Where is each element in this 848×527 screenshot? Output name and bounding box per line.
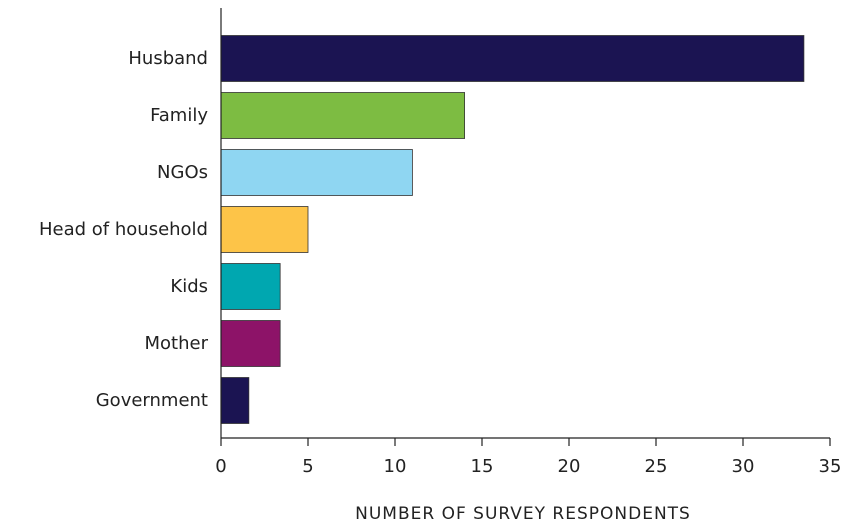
bar-family: [220, 92, 466, 139]
x-axis-title: NUMBER OF SURVEY RESPONDENTS: [355, 504, 691, 524]
bar-mother: [220, 320, 281, 367]
x-tick-label-5: 5: [302, 456, 313, 477]
x-tick-label-15: 15: [471, 456, 494, 477]
category-label-government: Government: [96, 390, 208, 411]
category-label-head-of-household: Head of household: [39, 219, 208, 240]
x-tick-label-30: 30: [732, 456, 755, 477]
x-tick-label-0: 0: [215, 456, 226, 477]
bar-ngos: [220, 149, 413, 196]
category-label-kids: Kids: [170, 276, 208, 297]
category-label-mother: Mother: [145, 333, 209, 354]
x-tick-label-25: 25: [645, 456, 668, 477]
category-label-ngos: NGOs: [157, 162, 208, 183]
bar-husband: [220, 35, 805, 82]
x-axis-ticks: 0 5 10 15 20 25 30 35: [215, 438, 841, 477]
bar-head-of-household: [220, 206, 309, 253]
bars-group: [220, 35, 805, 424]
x-tick-label-10: 10: [384, 456, 407, 477]
category-label-family: Family: [150, 105, 208, 126]
x-tick-label-20: 20: [558, 456, 581, 477]
category-labels: Husband Family NGOs Head of household Kids Mo…: [39, 48, 209, 411]
x-tick-label-35: 35: [819, 456, 842, 477]
category-label-husband: Husband: [128, 48, 208, 69]
bar-government: [220, 377, 250, 424]
bar-kids: [220, 263, 281, 310]
